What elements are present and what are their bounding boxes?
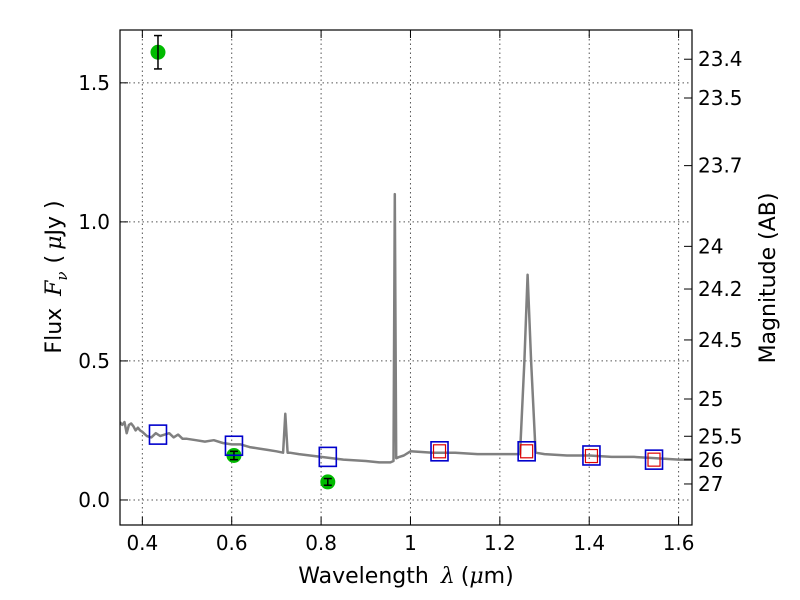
alt-photometry-square	[520, 444, 534, 459]
x-tick-label: 0.6	[216, 531, 248, 555]
y-tick-label: 1.0	[78, 210, 110, 234]
magnitude-tick-label: 24.2	[698, 277, 743, 301]
model-photometry-square	[148, 424, 168, 445]
axis-ticks: 0.4 0.6 0.8 1 1.2 1.4 1.6 0.0 0.5 1.0 1.5 23.4 23.5 2…	[78, 30, 743, 555]
model-photometry-square	[430, 441, 449, 462]
x-axis-label: Wavelength λ (μm)	[298, 564, 513, 589]
magnitude-tick-label: 23.5	[698, 86, 743, 110]
x-tick-label: 1.6	[663, 531, 695, 555]
model-photometry-square	[582, 445, 601, 466]
magnitude-tick-label: 27	[698, 472, 723, 496]
magnitude-tick-label: 24.5	[698, 328, 743, 352]
alt-photometry-square	[584, 448, 599, 464]
x-tick-label: 0.8	[305, 531, 337, 555]
y-tick-label: 0.0	[78, 488, 110, 512]
alt-photometry-square	[647, 452, 661, 467]
magnitude-tick-label: 24	[698, 234, 723, 258]
magnitude-tick-label: 23.7	[698, 154, 743, 178]
model-spectrum-line	[120, 192, 692, 464]
alt-photometry-square	[432, 444, 447, 459]
model-photometry-square	[224, 435, 244, 457]
magnitude-tick-label: 25	[698, 387, 723, 411]
grid-lines	[120, 30, 692, 525]
model-photometry-square	[644, 449, 664, 470]
photometry-markers	[148, 34, 664, 490]
plot-frame	[119, 29, 693, 526]
x-tick-label: 0.4	[126, 531, 158, 555]
magnitude-tick-label: 26	[698, 448, 723, 472]
x-tick-label: 1	[404, 531, 417, 555]
y-tick-label: 0.5	[78, 349, 110, 373]
x-tick-label: 1.2	[484, 531, 516, 555]
y-axis-label: FluxFν(μJy )	[42, 200, 71, 353]
model-photometry-square	[318, 446, 338, 468]
model-photometry-square	[517, 441, 536, 462]
magnitude-tick-label: 25.5	[698, 424, 743, 448]
x-tick-label: 1.4	[573, 531, 605, 555]
y-tick-label: 1.5	[78, 71, 110, 95]
magnitude-axis-label: Magnitude (AB)	[756, 193, 781, 364]
magnitude-tick-label: 23.4	[698, 47, 743, 71]
